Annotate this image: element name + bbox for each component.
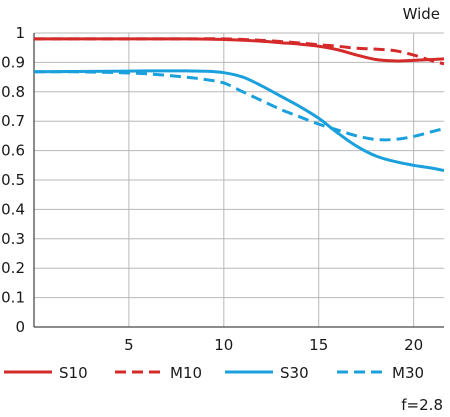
x-tick-label: 5	[124, 336, 134, 354]
legend-label-m10: M10	[170, 364, 202, 382]
axes	[33, 33, 444, 328]
y-tick-label: 0.4	[1, 200, 25, 218]
legend-label-s30: S30	[280, 364, 309, 382]
y-tick-label: 0.9	[1, 53, 25, 71]
series-line-m30	[33, 70, 445, 142]
tick-labels: 00.10.20.30.40.50.60.70.80.915 10 15 20	[1, 24, 423, 354]
y-tick-label: 1	[15, 24, 25, 42]
y-tick-label: 0.2	[1, 259, 25, 277]
y-tick-label: 0.3	[1, 230, 25, 248]
y-tick-label: 0.6	[1, 142, 25, 160]
x-tick-label: 10	[214, 336, 233, 354]
aperture-note: f=2.8	[401, 396, 443, 414]
y-tick-label: 0.8	[1, 83, 25, 101]
y-tick-label: 0.7	[1, 112, 25, 130]
series-line-s30	[33, 69, 445, 173]
legend: S10 M10 S30 M30	[4, 364, 424, 382]
series-lines	[33, 37, 445, 173]
y-tick-label: 0.1	[1, 289, 25, 307]
legend-label-m30: M30	[392, 364, 424, 382]
x-tick-label: 15	[309, 336, 328, 354]
series-line-m10	[33, 37, 445, 66]
legend-label-s10: S10	[59, 364, 88, 382]
x-tick-label: 20	[404, 336, 423, 354]
chart-title: Wide	[403, 5, 440, 23]
y-tick-label: 0	[15, 318, 25, 336]
y-tick-label: 0.5	[1, 171, 25, 189]
